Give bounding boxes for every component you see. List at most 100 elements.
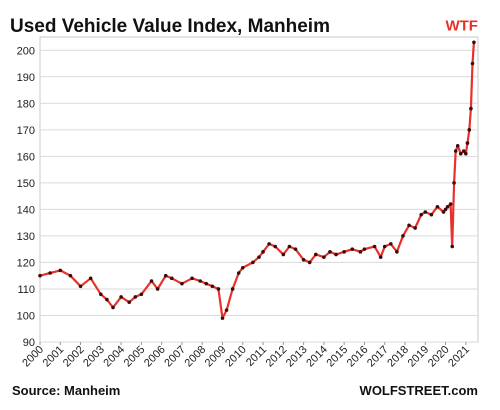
data-point [453, 149, 458, 153]
x-tick-label: 2001 [41, 344, 67, 370]
x-tick-label: 2018 [385, 344, 411, 370]
data-point [465, 141, 470, 145]
data-point [105, 297, 109, 302]
data-point [334, 252, 338, 257]
y-tick-label: 110 [17, 284, 35, 296]
data-point [58, 268, 63, 273]
data-point [464, 151, 468, 156]
data-point [389, 242, 393, 246]
annotation-layer: WTF [445, 17, 477, 34]
data-point [111, 305, 115, 310]
data-point [452, 181, 456, 185]
data-point [301, 257, 306, 262]
data-point [443, 207, 448, 212]
data-point [362, 247, 367, 251]
data-point [190, 276, 194, 281]
brand-label: WOLFSTREET.com [359, 383, 478, 398]
x-tick-label: 2019 [406, 344, 432, 370]
x-tick-label: 2002 [61, 344, 87, 370]
x-tick-label: 2005 [122, 344, 148, 370]
source-label: Source: Manheim [12, 383, 121, 398]
data-point [48, 271, 52, 275]
data-point [251, 260, 255, 265]
gridlines [39, 36, 479, 343]
data-point [342, 250, 346, 254]
data-point [273, 244, 278, 249]
data-point [448, 202, 453, 206]
data-point [230, 287, 235, 291]
data-point [216, 287, 221, 291]
y-tick-label: 170 [17, 125, 35, 137]
data-point [462, 149, 466, 153]
data-point [445, 204, 450, 209]
y-tick-label: 160 [17, 151, 35, 163]
x-tick-label: 2021 [446, 344, 472, 370]
data-point [372, 244, 377, 249]
x-tick-label: 2014 [304, 344, 330, 370]
x-tick-label: 2008 [183, 344, 209, 370]
data-point [155, 287, 160, 291]
data-point [401, 234, 405, 238]
data-point [38, 273, 42, 278]
data-point [358, 250, 363, 254]
x-tick-label: 2017 [365, 344, 391, 370]
data-point [139, 292, 144, 297]
data-point [382, 244, 387, 249]
data-point [350, 247, 355, 251]
data-point [204, 281, 209, 286]
chart-title: Used Vehicle Value Index, Manheim [10, 16, 330, 37]
data-point [322, 255, 326, 259]
x-tick-label: 2012 [264, 344, 290, 370]
data-point [99, 292, 103, 297]
data-point [198, 279, 202, 283]
y-tick-label: 90 [23, 337, 35, 349]
data-point [293, 247, 298, 251]
data-point [419, 212, 424, 217]
data-point [470, 61, 475, 66]
data-point [429, 212, 434, 217]
y-tick-label: 150 [17, 178, 35, 190]
data-point [287, 244, 292, 249]
x-tick-label: 2011 [244, 344, 269, 369]
y-axis: 90 100 110 120 130 140 150 160 170 180 190 200 [17, 45, 35, 349]
data-point [170, 276, 174, 281]
y-tick-label: 180 [17, 98, 35, 110]
annotation-wtf: WTF [445, 17, 477, 34]
x-tick-label: 2016 [345, 344, 371, 370]
data-point [467, 128, 472, 132]
y-tick-label: 100 [17, 310, 35, 322]
data-point [220, 316, 225, 320]
x-tick-label: 2013 [284, 344, 310, 370]
x-tick-label: 2007 [162, 344, 188, 370]
data-point [469, 106, 473, 111]
data-point [261, 250, 265, 254]
data-point [441, 210, 446, 214]
data-point [313, 252, 318, 257]
data-point [395, 250, 399, 254]
x-tick-label: 2003 [81, 344, 107, 370]
data-point [149, 279, 154, 283]
x-tick-label: 2010 [223, 344, 249, 370]
y-tick-label: 140 [17, 204, 35, 216]
data-point [127, 300, 132, 305]
data-point [378, 255, 383, 259]
series-line [39, 42, 475, 320]
data-point [435, 204, 440, 209]
data-point [281, 252, 286, 257]
series-layer [38, 40, 476, 320]
data-point [240, 265, 245, 270]
data-point [458, 151, 463, 156]
data-point [413, 226, 417, 230]
data-point [236, 271, 241, 275]
data-point [307, 260, 312, 265]
data-point [455, 143, 460, 148]
data-point [88, 276, 93, 281]
x-tick-label: 2004 [101, 344, 127, 370]
x-axis: 2000200120022003200420052006200720082009… [20, 342, 472, 369]
x-tick-label: 2020 [426, 344, 452, 370]
data-point [133, 295, 138, 299]
data-point [163, 273, 168, 278]
y-tick-label: 200 [17, 45, 35, 57]
